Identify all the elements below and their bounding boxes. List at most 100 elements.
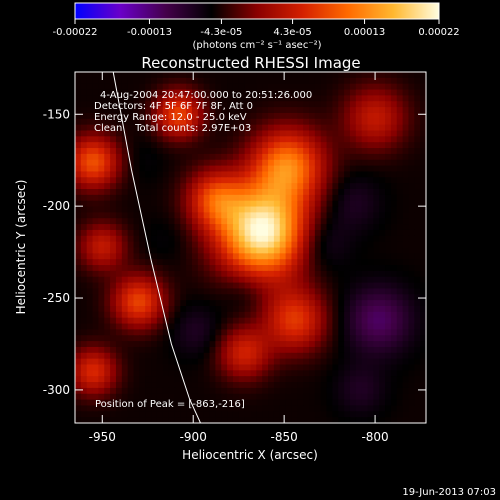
heatmap-cell (303, 358, 310, 366)
heatmap-cell (203, 376, 211, 383)
heatmap-cell (192, 358, 199, 366)
heatmap-cell (180, 136, 187, 143)
heatmap-cell (402, 294, 410, 301)
heatmap-cell (145, 212, 152, 219)
y-tick-label: -300 (43, 383, 70, 397)
heatmap-cell (221, 101, 228, 108)
heatmap-cell (145, 358, 152, 366)
heatmap-cell (367, 77, 374, 85)
heatmap-cell (127, 364, 135, 371)
heatmap-cell (390, 107, 398, 114)
heatmap-cell (133, 177, 140, 184)
heatmap-cell (238, 306, 246, 313)
x-axis-label: Heliocentric X (arcsec) (182, 448, 318, 462)
heatmap-cell (168, 253, 176, 260)
heatmap-cell (227, 153, 234, 161)
heatmap-cell (349, 358, 357, 366)
heatmap-cell (227, 83, 234, 91)
heatmap-cell (121, 417, 129, 423)
heatmap-cell (110, 159, 117, 167)
heatmap-cell (332, 276, 339, 284)
heatmap-cell (314, 247, 322, 254)
heatmap-cell (115, 346, 123, 354)
heatmap-cell (174, 265, 181, 272)
heatmap-cell (314, 83, 322, 91)
heatmap-cell (414, 171, 421, 178)
heatmap-cell (256, 306, 263, 313)
heatmap-cell (262, 118, 269, 126)
heatmap-cell (349, 370, 357, 377)
heatmap-cell (402, 206, 410, 213)
heatmap-cell (291, 235, 298, 243)
heatmap-cell (209, 118, 216, 126)
heatmap-cell (145, 136, 152, 143)
heatmap-cell (98, 159, 105, 167)
heatmap-cell (86, 335, 94, 342)
heatmap-cell (408, 77, 415, 85)
heatmap-cell (86, 206, 94, 213)
heatmap-cell (420, 194, 426, 202)
heatmap-cell (303, 101, 310, 108)
heatmap-cell (390, 259, 398, 266)
heatmap-cell (92, 399, 99, 407)
heatmap-cell (373, 317, 380, 325)
heatmap-cell (262, 159, 269, 167)
heatmap-cell (279, 224, 287, 231)
heatmap-cell (314, 142, 322, 149)
heatmap-cell (104, 218, 111, 225)
heatmap-cell (326, 148, 333, 155)
heatmap-cell (396, 148, 404, 155)
heatmap-cell (314, 77, 322, 85)
heatmap-cell (244, 89, 252, 96)
heatmap-cell (332, 341, 339, 348)
heatmap-cell (355, 206, 363, 213)
heatmap-cell (262, 124, 269, 132)
heatmap-cell (349, 107, 357, 114)
heatmap-cell (414, 218, 421, 225)
heatmap-cell (250, 247, 257, 254)
heatmap-cell (355, 95, 363, 102)
heatmap-cell (355, 393, 363, 401)
heatmap-cell (332, 212, 339, 219)
heatmap-cell (420, 417, 426, 423)
heatmap-cell (344, 72, 351, 79)
heatmap-cell (221, 218, 228, 225)
heatmap-cell (390, 282, 398, 290)
heatmap-cell (361, 148, 369, 155)
heatmap-cell (121, 136, 129, 143)
heatmap-cell (338, 294, 345, 301)
heatmap-cell (408, 241, 415, 249)
heatmap-cell (402, 200, 410, 208)
heatmap-cell (174, 206, 181, 213)
heatmap-cell (279, 212, 287, 219)
heatmap-cell (139, 288, 146, 295)
heatmap-cell (385, 130, 392, 137)
heatmap-cell (273, 118, 281, 126)
heatmap-cell (396, 72, 404, 79)
heatmap-cell (186, 224, 193, 231)
heatmap-cell (80, 177, 88, 184)
heatmap-cell (309, 364, 316, 371)
heatmap-cell (80, 72, 88, 79)
heatmap-cell (420, 335, 426, 342)
heatmap-cell (215, 405, 222, 412)
heatmap-cell (297, 235, 304, 243)
heatmap-cell (338, 276, 345, 284)
heatmap-cell (168, 165, 176, 173)
heatmap-cell (186, 341, 193, 348)
heatmap-cell (385, 77, 392, 85)
heatmap-cell (227, 241, 234, 249)
heatmap-cell (379, 329, 386, 336)
heatmap-cell (309, 83, 316, 91)
heatmap-cell (197, 247, 205, 254)
heatmap-cell (145, 206, 152, 213)
heatmap-cell (151, 382, 158, 389)
heatmap-cell (145, 288, 152, 295)
heatmap-cell (174, 130, 181, 137)
heatmap-cell (139, 335, 146, 342)
heatmap-cell (80, 270, 88, 278)
heatmap-cell (367, 183, 374, 190)
heatmap-cell (221, 206, 228, 213)
heatmap-cell (151, 107, 158, 114)
colorbar-tick-label: 0.00013 (344, 27, 385, 38)
